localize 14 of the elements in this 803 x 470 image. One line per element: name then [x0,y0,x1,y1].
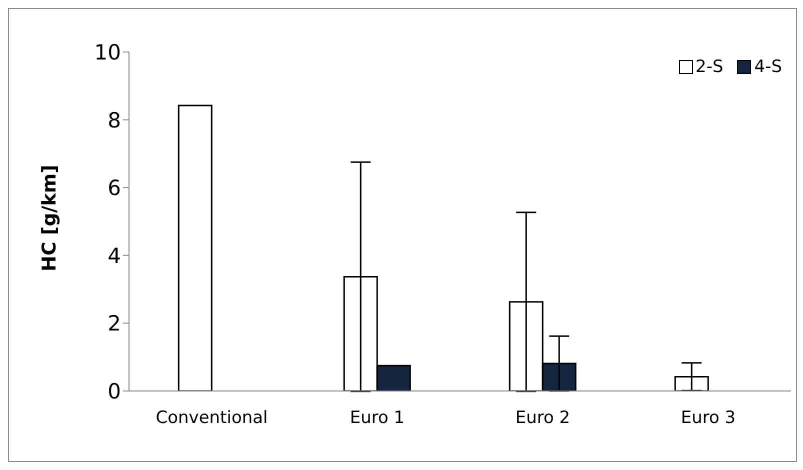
legend-label: 4-S [754,57,782,77]
y-tick-label: 4 [108,244,121,268]
y-tick-label: 6 [108,176,121,200]
legend-label: 2-S [696,57,724,77]
x-tick-label: Conventional [156,408,268,428]
y-tick-label: 2 [108,312,121,336]
y-tick-label: 10 [94,40,121,64]
x-tick-label: Euro 3 [680,408,736,428]
y-axis-title: HC [g/km] [38,164,61,272]
y-tick-label: 0 [108,379,121,404]
x-tick-label: Euro 1 [350,408,405,428]
y-tick-label: 8 [108,108,121,132]
bar [178,104,212,391]
x-tick-label: Euro 2 [515,408,570,428]
